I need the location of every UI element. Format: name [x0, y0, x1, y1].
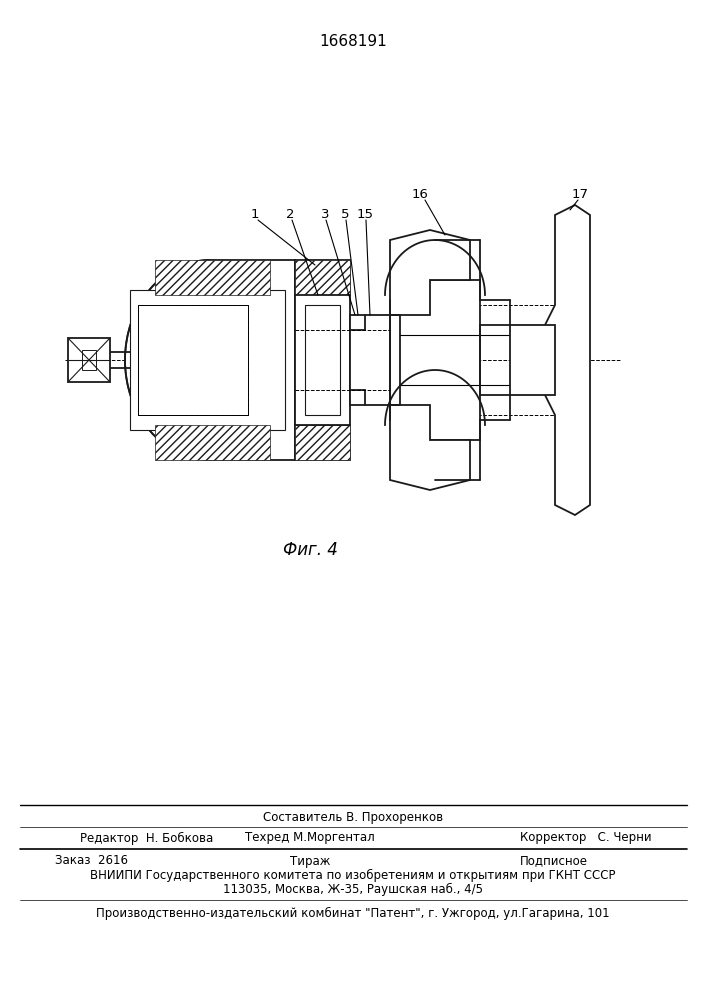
Text: ВНИИПИ Государственного комитета по изобретениям и открытиям при ГКНТ СССР: ВНИИПИ Государственного комитета по изоб…: [90, 868, 616, 882]
Text: 17: 17: [571, 188, 588, 202]
Polygon shape: [390, 230, 470, 315]
Text: Техред М.Моргентал: Техред М.Моргентал: [245, 832, 375, 844]
Bar: [295, 260, 350, 295]
Polygon shape: [155, 425, 270, 460]
Text: Составитель В. Прохоренков: Составитель В. Прохоренков: [263, 810, 443, 824]
Text: 2: 2: [286, 209, 294, 222]
Polygon shape: [545, 205, 590, 515]
Text: 15: 15: [356, 209, 373, 222]
Bar: [295, 295, 350, 425]
Text: 1668191: 1668191: [319, 34, 387, 49]
Text: Заказ  2616: Заказ 2616: [55, 854, 128, 867]
Bar: [295, 425, 350, 460]
Bar: [400, 280, 480, 440]
Bar: [295, 425, 350, 460]
Bar: [138, 305, 248, 415]
Bar: [138, 305, 248, 415]
Text: Редактор  Н. Бобкова: Редактор Н. Бобкова: [80, 831, 214, 845]
Bar: [305, 305, 340, 415]
Bar: [295, 260, 350, 295]
Text: Корректор   С. Черни: Корректор С. Черни: [520, 832, 652, 844]
Bar: [68, 338, 110, 382]
Bar: [510, 325, 555, 395]
Polygon shape: [155, 260, 270, 295]
Text: Тираж: Тираж: [290, 854, 330, 867]
Text: Производственно-издательский комбинат "Патент", г. Ужгород, ул.Гагарина, 101: Производственно-издательский комбинат "П…: [96, 906, 610, 920]
Text: Фиг. 4: Фиг. 4: [283, 541, 337, 559]
Text: 113035, Москва, Ж-35, Раушская наб., 4/5: 113035, Москва, Ж-35, Раушская наб., 4/5: [223, 882, 483, 896]
Bar: [82, 350, 96, 370]
Text: 16: 16: [411, 188, 428, 202]
Text: 5: 5: [341, 209, 349, 222]
Text: 1: 1: [251, 209, 259, 222]
Polygon shape: [390, 405, 470, 490]
Bar: [210, 255, 410, 465]
Ellipse shape: [125, 260, 295, 460]
Text: Подписное: Подписное: [520, 854, 588, 867]
Text: 3: 3: [321, 209, 329, 222]
Bar: [130, 290, 285, 430]
Bar: [350, 315, 390, 405]
